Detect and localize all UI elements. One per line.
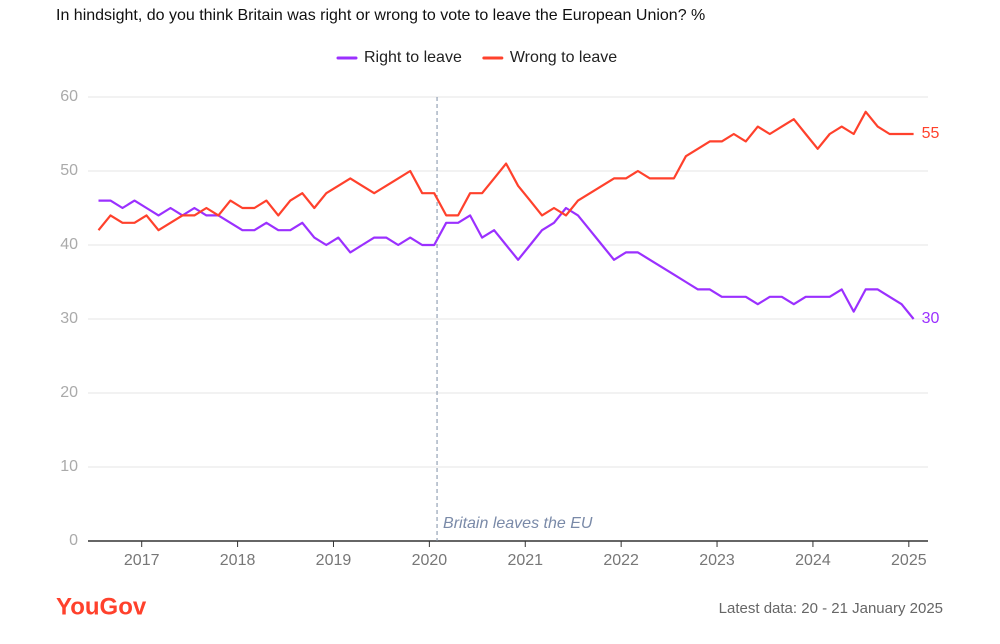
y-tick-label: 30	[60, 310, 78, 327]
annotation-label: Britain leaves the EU	[443, 515, 593, 532]
end-label: 55	[922, 125, 940, 142]
y-tick-label: 40	[60, 236, 78, 253]
x-tick-label: 2025	[891, 552, 927, 569]
x-tick-label: 2022	[603, 552, 639, 569]
x-tick-label: 2021	[507, 552, 543, 569]
y-tick-label: 50	[60, 162, 78, 179]
x-tick-label: 2020	[412, 552, 448, 569]
y-tick-label: 60	[60, 88, 78, 105]
brand: YouGov	[56, 593, 147, 620]
legend-label: Right to leave	[364, 49, 462, 66]
x-tick-label: 2018	[220, 552, 256, 569]
y-tick-label: 20	[60, 384, 78, 401]
x-tick-label: 2019	[316, 552, 352, 569]
legend-label: Wrong to leave	[510, 49, 617, 66]
end-label: 30	[922, 310, 940, 327]
y-tick-label: 0	[69, 532, 78, 549]
x-tick-label: 2017	[124, 552, 160, 569]
y-tick-label: 10	[60, 458, 78, 475]
note: Latest data: 20 - 21 January 2025	[719, 600, 943, 617]
x-tick-label: 2023	[699, 552, 735, 569]
chart-title: In hindsight, do you think Britain was r…	[56, 7, 705, 24]
series-line	[98, 199, 915, 320]
series-line	[97, 110, 914, 232]
x-tick-label: 2024	[795, 552, 831, 569]
